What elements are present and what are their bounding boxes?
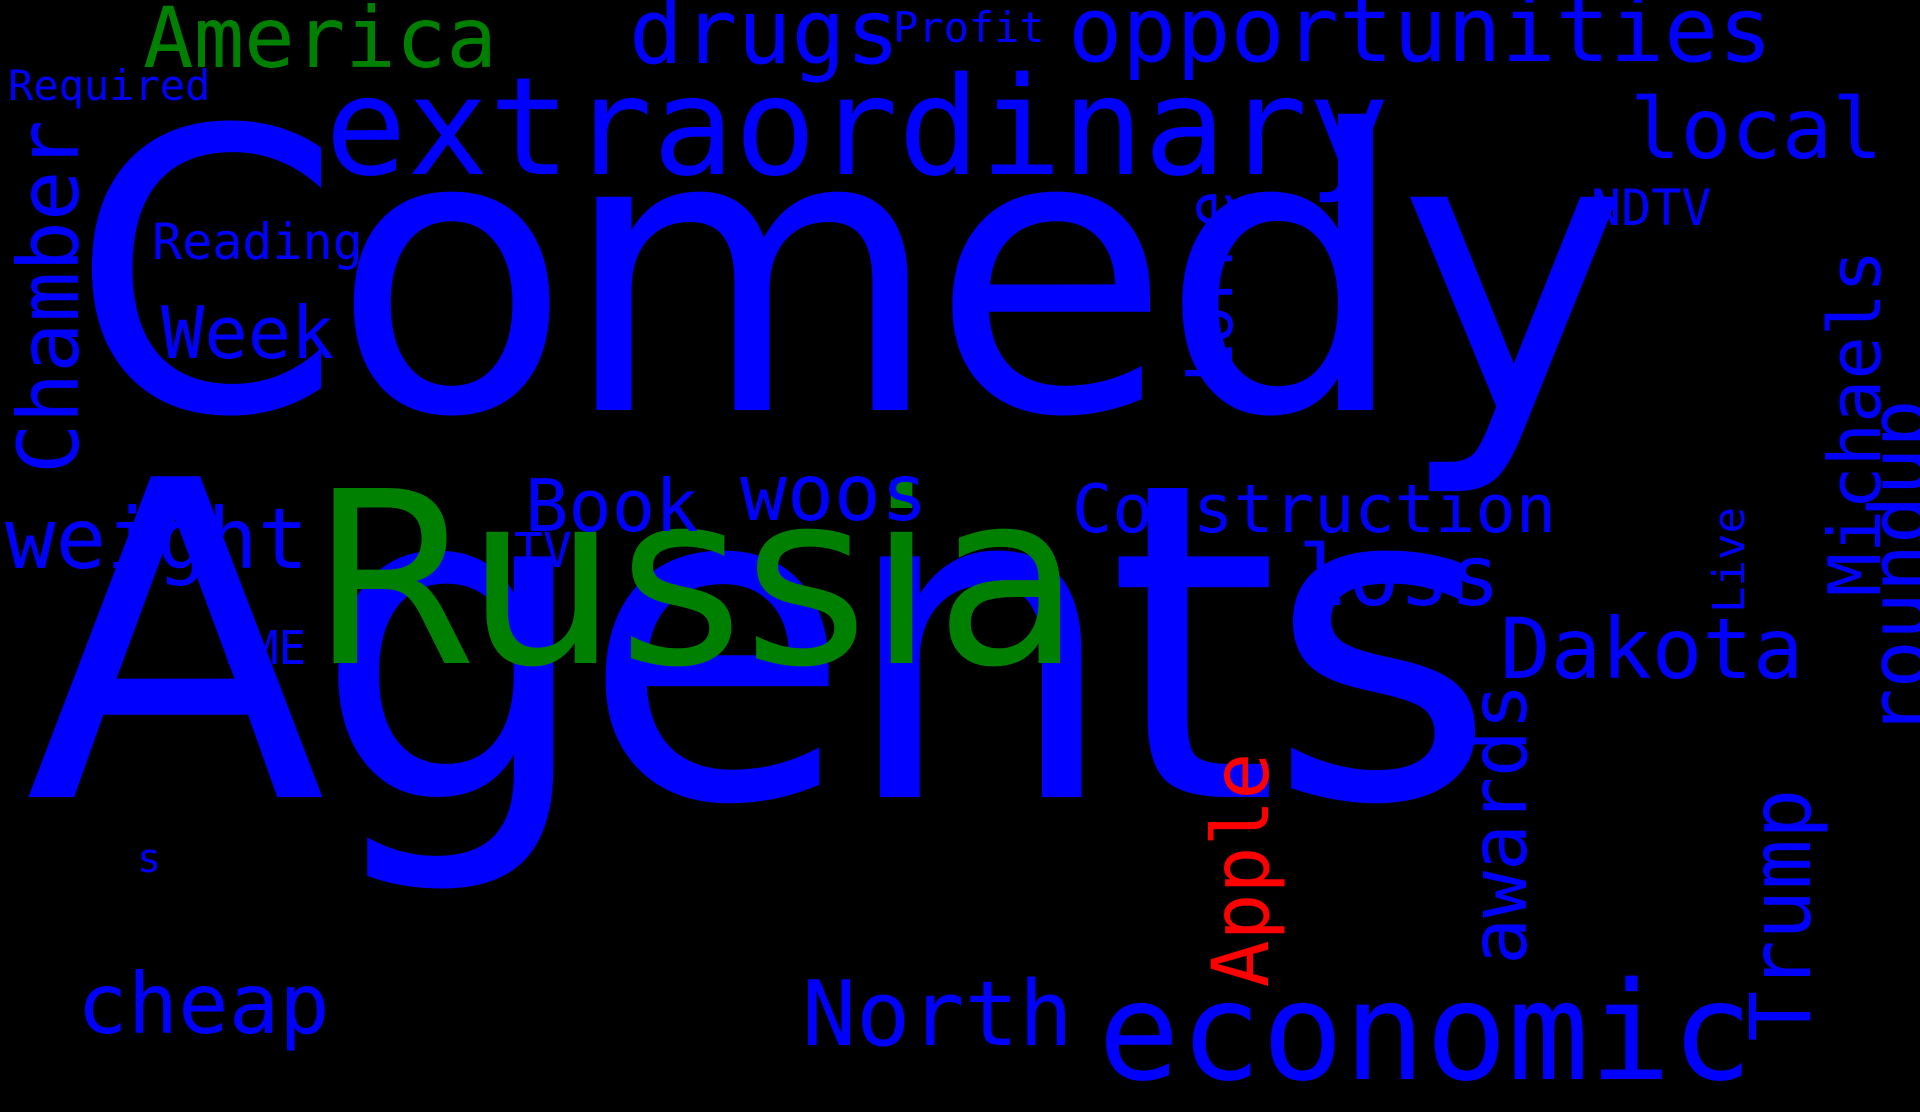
word-trump: Trump <box>1739 787 1809 1043</box>
word-cheap: cheap <box>77 962 330 1046</box>
word-loss: loss <box>1298 534 1500 618</box>
word-week: Week <box>161 297 334 369</box>
word-local: local <box>1630 87 1883 171</box>
word-weight: weight <box>5 497 308 581</box>
word-dakota: Dakota <box>1500 607 1803 691</box>
word-lorne: Lorne <box>1179 195 1229 383</box>
word-woos: woos <box>740 455 928 533</box>
word-cloud: Comedy Agents Russia extraordinary oppor… <box>0 0 1920 1080</box>
word-reading: Reading <box>152 217 363 267</box>
word-required: Required <box>8 65 210 107</box>
word-drugs: drugs <box>629 0 900 78</box>
word-apple: Apple <box>1203 740 1267 1000</box>
word-north: North <box>802 970 1073 1060</box>
word-tv: TV <box>514 527 572 575</box>
word-roundup: roundup <box>1860 391 1920 746</box>
word-awards: awards <box>1461 681 1525 967</box>
word-s: s <box>137 839 161 879</box>
word-chamber: Chamber <box>7 194 67 474</box>
word-profit: Profit <box>893 7 1045 49</box>
word-ndtv: NDTV <box>1591 183 1711 233</box>
word-opportunities: opportunities <box>1068 0 1772 76</box>
word-wme: WME <box>223 625 306 671</box>
word-live: Live <box>1708 499 1744 621</box>
